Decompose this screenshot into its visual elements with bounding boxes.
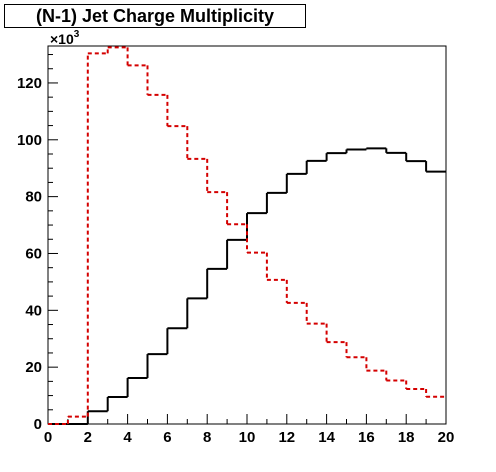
x-tick-label: 16 [358, 429, 375, 446]
x-tick-label: 20 [438, 429, 455, 446]
x-tick-label: 0 [44, 429, 52, 446]
x-tick-label: 6 [163, 429, 171, 446]
x-tick-label: 18 [398, 429, 415, 446]
y-tick-label: 80 [25, 189, 42, 206]
x-tick-label: 14 [318, 429, 335, 446]
x-tick-label: 4 [123, 429, 132, 446]
y-multiplier-label: ×103 [50, 29, 80, 47]
x-tick-label: 12 [278, 429, 295, 446]
y-tick-label: 0 [34, 416, 42, 433]
series-layer [48, 46, 446, 425]
x-tick-label: 8 [203, 429, 211, 446]
chart-title: (N-1) Jet Charge Multiplicity [4, 4, 306, 28]
x-tick-label: 2 [84, 429, 92, 446]
axis-ticks [47, 54, 447, 425]
series-dashed [48, 46, 446, 425]
series-solid [48, 147, 446, 425]
axis-labels: 0 2 4 6 8 10 12 14 16 18 20 0 20 40 60 80 100 120 [17, 75, 454, 446]
y-tick-label: 120 [17, 75, 42, 92]
y-tick-label: 100 [17, 132, 42, 149]
y-tick-label: 60 [25, 245, 42, 262]
x-tick-label: 10 [239, 429, 256, 446]
y-tick-label: 20 [25, 359, 42, 376]
y-tick-label: 40 [25, 302, 42, 319]
